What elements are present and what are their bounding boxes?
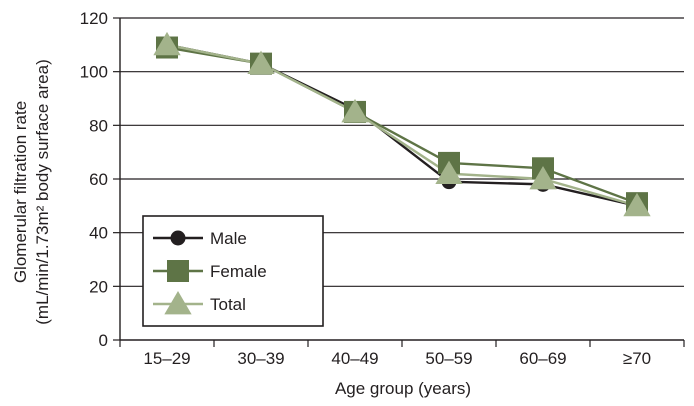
markers-total [153,31,651,217]
legend-label: Male [210,229,247,248]
y-axis-title-line2: (mL/min/1.73m² body surface area) [33,59,52,325]
data-point [153,31,181,56]
y-tick-label: 120 [80,9,108,28]
axes: 0 20 40 60 80 100 120 15–29 30–39 40–49 50–59 60–69… [80,9,685,368]
legend: Male Female Total [142,215,324,327]
x-tick-label: ≥70 [623,349,651,368]
legend-item-female: Female [153,260,267,282]
y-axis-title-line1: Glomerular filtration rate [11,101,30,283]
y-tick-label: 60 [89,170,108,189]
data-point [529,166,557,190]
legend-marker [167,260,189,282]
x-tick-label: 30–39 [237,349,284,368]
x-tick-label: 60–69 [519,349,566,368]
y-tick-label: 40 [89,224,108,243]
x-axis-title: Age group (years) [335,379,471,398]
data-point [435,160,463,185]
series-line [166,43,638,207]
x-tick-label: 15–29 [143,349,190,368]
legend-item-total: Total [153,291,246,315]
legend-marker [170,230,186,246]
x-tick-label: 40–49 [331,349,378,368]
legend-item-male: Male [153,229,247,248]
data-point [623,192,651,217]
y-tick-label: 20 [89,277,108,296]
series-layer [153,31,651,217]
data-point [247,50,275,75]
series-total [166,43,638,207]
x-tick-label: 50–59 [425,349,472,368]
y-tick-label: 100 [80,63,108,82]
y-tick-label: 0 [99,331,108,350]
y-tick-label: 80 [89,116,108,135]
legend-label: Female [210,262,267,281]
legend-label: Total [210,295,246,314]
legend-marker [164,291,192,315]
data-point [341,98,369,123]
